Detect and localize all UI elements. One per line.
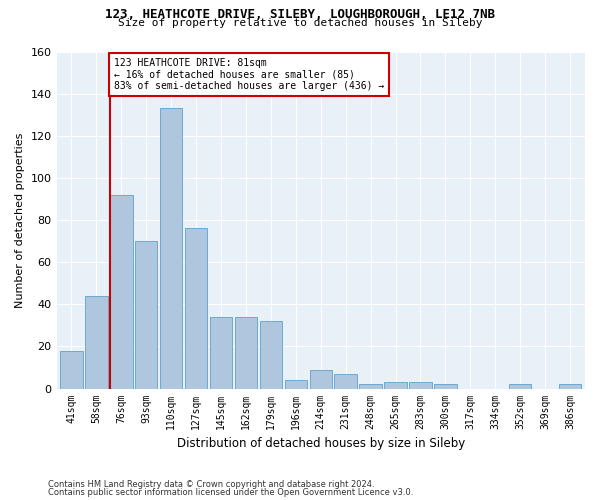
Bar — [85, 296, 107, 388]
Text: Size of property relative to detached houses in Sileby: Size of property relative to detached ho… — [118, 18, 482, 28]
Text: Contains HM Land Registry data © Crown copyright and database right 2024.: Contains HM Land Registry data © Crown c… — [48, 480, 374, 489]
Bar — [310, 370, 332, 388]
Bar — [509, 384, 532, 388]
Y-axis label: Number of detached properties: Number of detached properties — [15, 132, 25, 308]
Bar — [385, 382, 407, 388]
Bar — [260, 321, 282, 388]
Bar — [434, 384, 457, 388]
Bar — [559, 384, 581, 388]
Bar — [409, 382, 431, 388]
Bar — [135, 241, 157, 388]
Bar — [359, 384, 382, 388]
X-axis label: Distribution of detached houses by size in Sileby: Distribution of detached houses by size … — [176, 437, 465, 450]
Bar — [185, 228, 208, 388]
Bar — [60, 350, 83, 389]
Bar — [160, 108, 182, 388]
Bar — [284, 380, 307, 388]
Bar — [235, 317, 257, 388]
Text: Contains public sector information licensed under the Open Government Licence v3: Contains public sector information licen… — [48, 488, 413, 497]
Bar — [334, 374, 357, 388]
Bar — [110, 194, 133, 388]
Text: 123, HEATHCOTE DRIVE, SILEBY, LOUGHBOROUGH, LE12 7NB: 123, HEATHCOTE DRIVE, SILEBY, LOUGHBOROU… — [105, 8, 495, 20]
Bar — [210, 317, 232, 388]
Text: 123 HEATHCOTE DRIVE: 81sqm
← 16% of detached houses are smaller (85)
83% of semi: 123 HEATHCOTE DRIVE: 81sqm ← 16% of deta… — [114, 58, 384, 91]
